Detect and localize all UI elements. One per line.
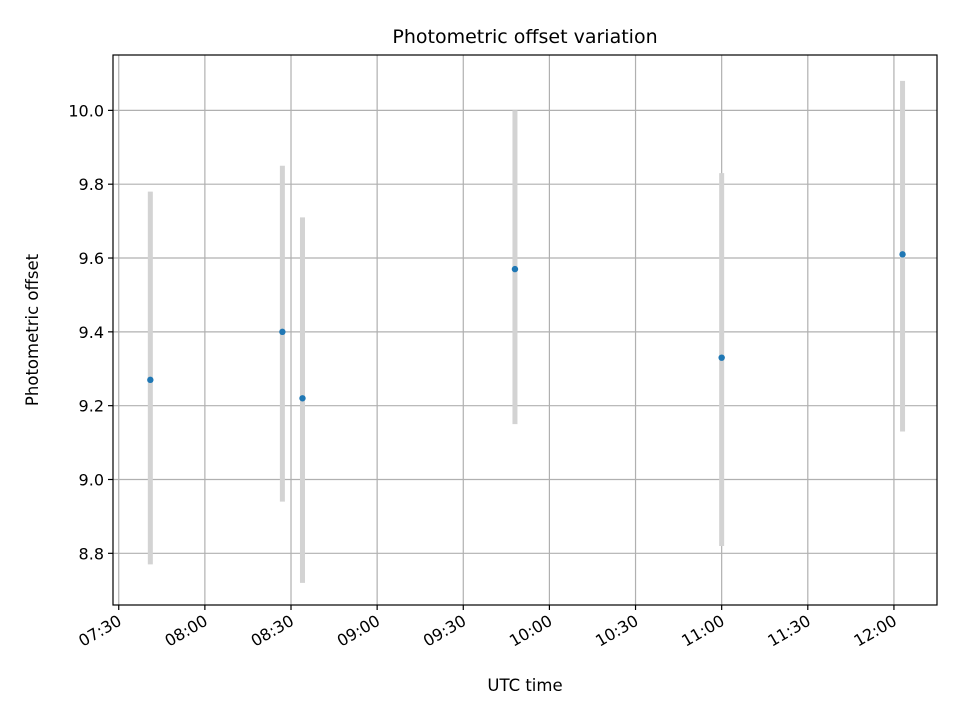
y-axis-title: Photometric offset — [23, 253, 42, 406]
y-tick-label: 9.0 — [79, 470, 104, 489]
data-point — [511, 265, 519, 273]
data-point — [147, 376, 154, 384]
y-tick-label: 8.8 — [79, 544, 104, 563]
y-tick-label: 9.6 — [79, 249, 104, 268]
y-tick-label: 9.2 — [79, 397, 104, 416]
chart-title: Photometric offset variation — [392, 26, 657, 48]
data-point — [279, 328, 286, 336]
data-point — [899, 251, 906, 258]
y-tick-label: 10.0 — [68, 101, 104, 120]
grid — [113, 55, 937, 605]
plot-frame — [112, 54, 938, 606]
y-axis-ticks: 8.8 9.0 9.2 9.4 9.6 9.8 10.0 — [68, 101, 113, 563]
data-point — [718, 354, 725, 361]
data-points — [147, 251, 906, 402]
data-point — [299, 395, 306, 402]
y-tick-label: 9.4 — [79, 323, 104, 342]
y-tick-label: 9.8 — [79, 175, 104, 194]
x-axis-title: UTC time — [487, 676, 562, 695]
